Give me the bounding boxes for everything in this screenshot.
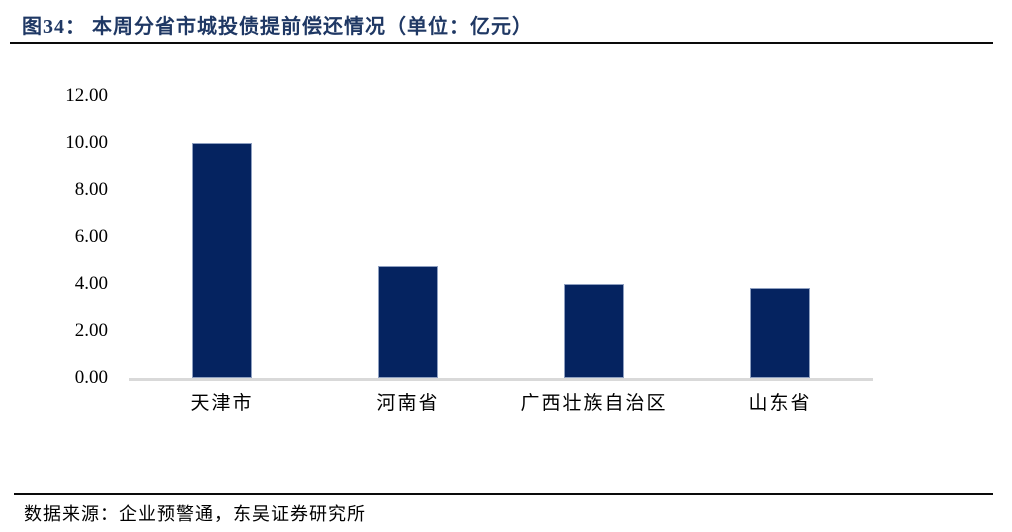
- footer-divider-line: [14, 493, 993, 495]
- bar-广西壮族自治区: [564, 284, 624, 378]
- x-category-label: 广西壮族自治区: [520, 393, 668, 414]
- x-category-label: 山东省: [748, 393, 812, 414]
- y-tick-label: 6.00: [74, 226, 108, 247]
- y-tick-label: 2.00: [74, 320, 108, 341]
- figure-title: 图34： 本周分省市城投债提前偿还情况（单位：亿元）: [22, 16, 533, 38]
- y-tick-label: 0.00: [74, 367, 108, 388]
- bar-山东省: [750, 288, 810, 378]
- title-divider-line: [10, 42, 993, 44]
- y-tick-label: 10.00: [65, 132, 108, 153]
- data-source-note: 数据来源：企业预警通，东吴证券研究所: [24, 504, 366, 524]
- y-tick-label: 12.00: [65, 85, 108, 106]
- x-category-label: 天津市: [190, 393, 254, 414]
- bar-天津市: [192, 143, 252, 378]
- y-tick-label: 8.00: [74, 179, 108, 200]
- x-axis-line: [129, 378, 873, 381]
- bar-河南省: [378, 266, 438, 378]
- x-category-label: 河南省: [376, 393, 440, 414]
- y-tick-label: 4.00: [74, 273, 108, 294]
